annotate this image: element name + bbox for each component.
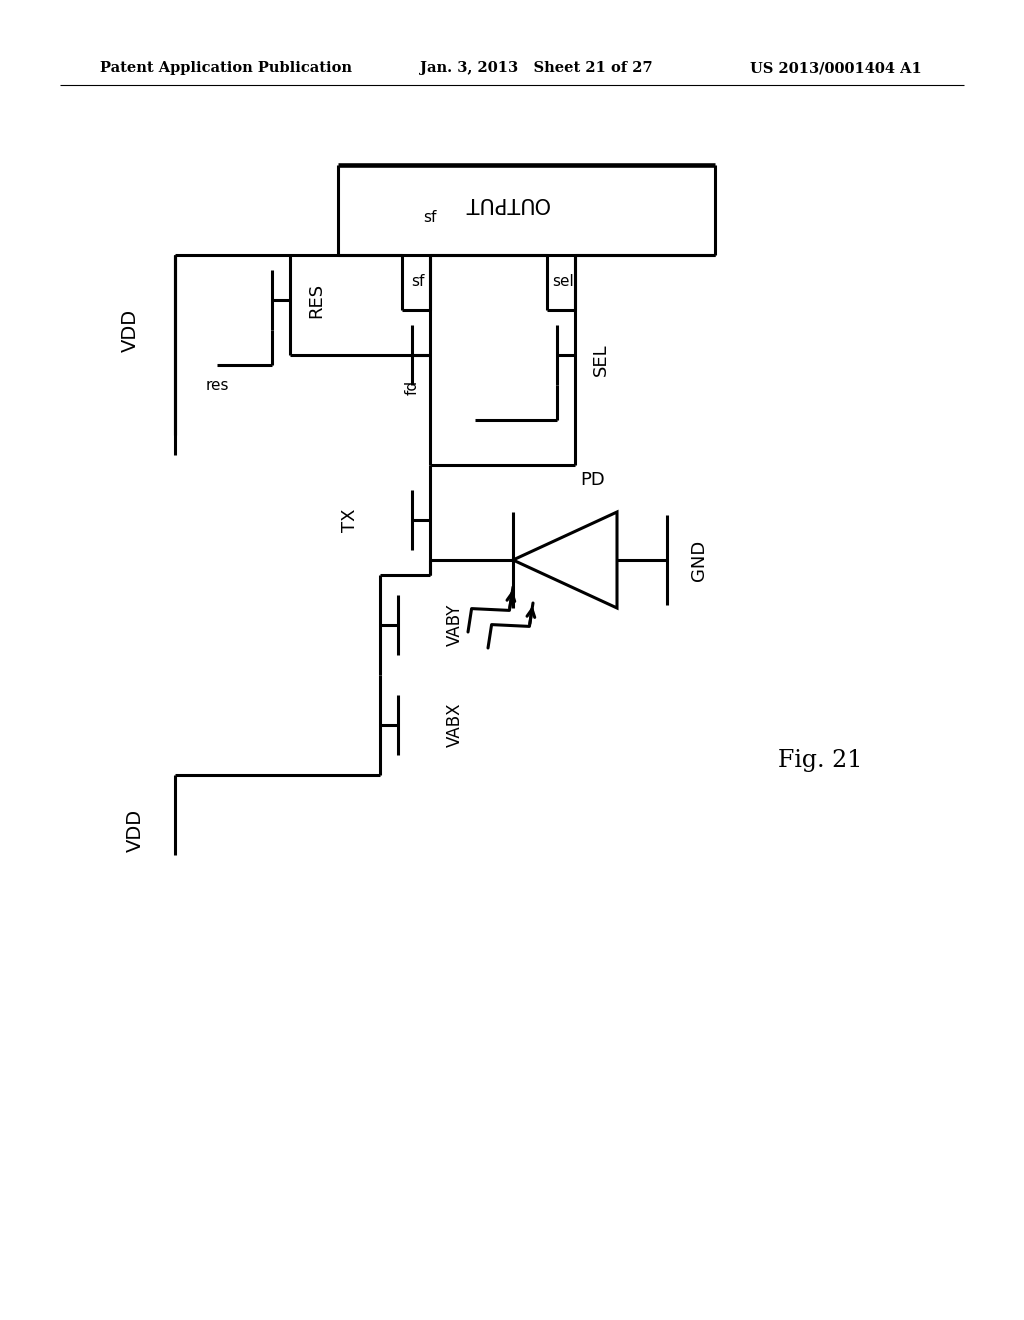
Text: TX: TX — [341, 508, 359, 532]
Text: sel: sel — [552, 275, 573, 289]
Text: GND: GND — [690, 540, 708, 581]
Text: res: res — [205, 378, 228, 392]
Text: US 2013/0001404 A1: US 2013/0001404 A1 — [750, 61, 922, 75]
Text: VABY: VABY — [446, 603, 464, 647]
Text: PD: PD — [580, 471, 605, 488]
Text: VDD: VDD — [121, 309, 139, 351]
Text: Jan. 3, 2013   Sheet 21 of 27: Jan. 3, 2013 Sheet 21 of 27 — [420, 61, 652, 75]
Text: Fig. 21: Fig. 21 — [778, 748, 862, 771]
Text: OUTPUT: OUTPUT — [463, 193, 549, 213]
Text: VDD: VDD — [126, 808, 144, 851]
Text: fd: fd — [404, 379, 420, 395]
Text: Patent Application Publication: Patent Application Publication — [100, 61, 352, 75]
Text: RES: RES — [307, 282, 325, 318]
Text: SEL: SEL — [592, 343, 610, 376]
Text: VABX: VABX — [446, 702, 464, 747]
Text: sf: sf — [412, 275, 425, 289]
Text: sf: sf — [423, 210, 436, 224]
